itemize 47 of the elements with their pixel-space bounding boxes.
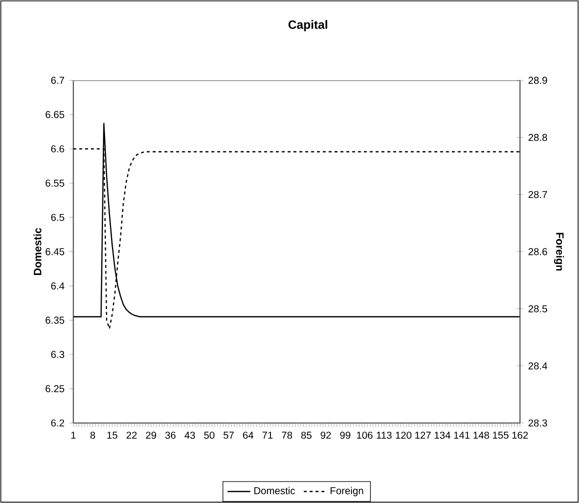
y-axis-title: Domestic [34, 228, 42, 275]
x-tick-label: 113 [376, 432, 392, 439]
y-tick-label: 6.25 [46, 385, 64, 392]
x-tick-label: 15 [107, 432, 118, 439]
y-tick-label: 6.5 [51, 214, 64, 221]
x-tick-label: 141 [454, 432, 470, 439]
y-tick-label: 6.2 [51, 419, 64, 427]
y2-tick-label: 28.6 [528, 248, 548, 256]
y-tick-label: 6.35 [46, 316, 64, 324]
x-tick-label: 50 [204, 432, 214, 439]
x-tick-label: 78 [282, 432, 292, 439]
y-tick-label: 6.4 [51, 282, 64, 290]
x-tick-label: 57 [224, 432, 234, 439]
x-tick-label: 92 [320, 432, 331, 439]
x-tick-label: 22 [126, 432, 137, 439]
y2-tick-label: 28.5 [528, 305, 548, 312]
legend-label: Domestic [254, 486, 295, 494]
x-tick-label: 64 [243, 432, 254, 439]
y-tick-label: 6.3 [51, 350, 64, 358]
y2-tick-label: 28.9 [528, 76, 548, 84]
x-tick-label: 29 [146, 432, 156, 439]
y-tick-label: 6.6 [51, 145, 64, 152]
x-tick-label: 120 [396, 432, 412, 439]
y-tick-label: 6.45 [46, 248, 64, 256]
y2-axis-title: Foreign [554, 232, 564, 271]
x-tick-label: 71 [262, 432, 273, 439]
x-tick-label: 1 [71, 432, 76, 439]
x-tick-label: 43 [184, 432, 195, 439]
x-tick-label: 148 [474, 432, 490, 439]
chart-title: Capital [288, 20, 328, 32]
x-tick-label: 127 [415, 432, 431, 439]
x-tick-label: 134 [434, 432, 450, 439]
x-tick-label: 8 [90, 432, 96, 439]
x-tick-label: 106 [357, 432, 373, 439]
x-tick-label: 155 [492, 432, 508, 439]
legend-label: Foreign [330, 486, 364, 496]
x-tick-label: 99 [340, 432, 350, 439]
y2-tick-label: 28.4 [528, 362, 548, 370]
y2-tick-label: 28.7 [528, 191, 547, 198]
y2-tick-label: 28.3 [528, 419, 548, 427]
y-tick-label: 6.65 [46, 111, 64, 118]
y-tick-label: 6.7 [51, 76, 64, 84]
x-tick-label: 36 [165, 432, 176, 439]
x-tick-label: 85 [301, 432, 312, 439]
y2-tick-label: 28.8 [528, 134, 548, 141]
x-tick-label: 162 [512, 432, 528, 439]
y-tick-label: 6.55 [46, 180, 64, 187]
